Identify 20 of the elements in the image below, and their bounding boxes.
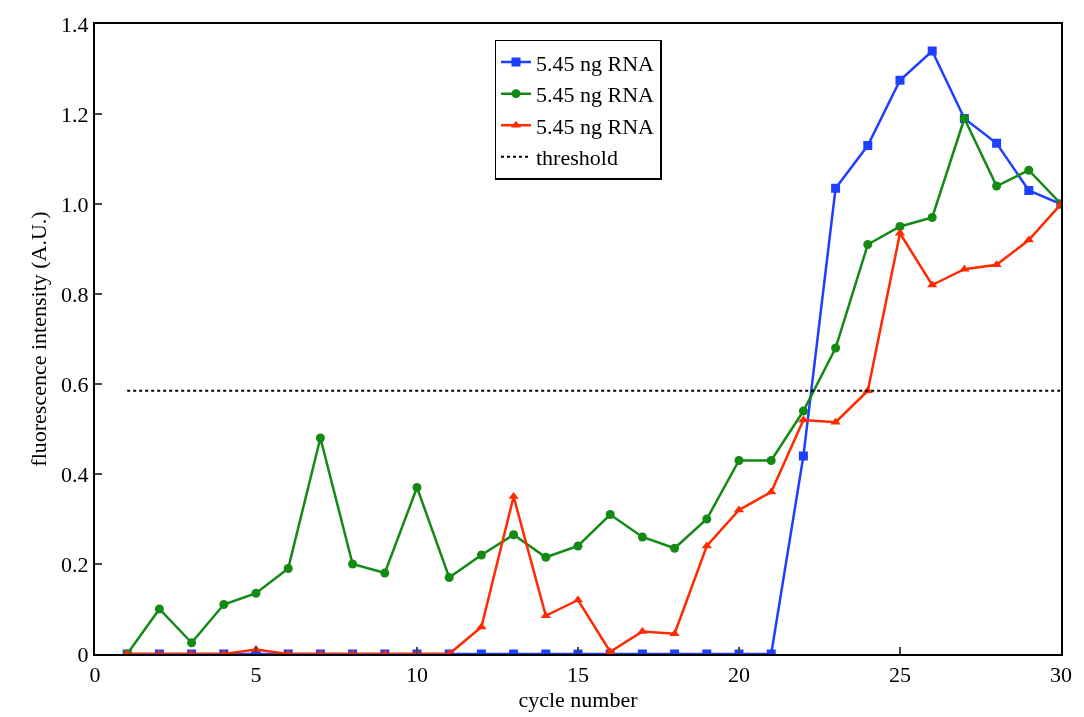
legend-label: 5.45 ng RNA bbox=[536, 82, 655, 108]
x-tick-label: 10 bbox=[406, 662, 428, 688]
x-tick-label: 30 bbox=[1050, 662, 1072, 688]
y-tick-label: 0.4 bbox=[61, 461, 89, 487]
y-axis-title: fluorescence intensity (A.U.) bbox=[26, 211, 52, 467]
legend-label: 5.45 ng RNA bbox=[536, 50, 655, 76]
y-tick-label: 0.8 bbox=[61, 281, 89, 307]
y-tick-label: 0 bbox=[77, 641, 89, 667]
y-tick-label: 0.2 bbox=[61, 551, 89, 577]
x-tick-label: 15 bbox=[567, 662, 589, 688]
x-tick-label: 20 bbox=[728, 662, 750, 688]
y-tick-label: 0.6 bbox=[61, 371, 89, 397]
legend-label: threshold bbox=[536, 145, 618, 171]
x-tick-label: 5 bbox=[250, 662, 262, 688]
x-axis-title: cycle number bbox=[518, 687, 639, 713]
legend-label: 5.45 ng RNA bbox=[536, 113, 655, 139]
y-tick-label: 1.2 bbox=[61, 101, 89, 127]
y-tick-label: 1.0 bbox=[61, 191, 89, 217]
y-tick-label: 1.4 bbox=[61, 11, 89, 37]
x-tick-label: 25 bbox=[889, 662, 911, 688]
